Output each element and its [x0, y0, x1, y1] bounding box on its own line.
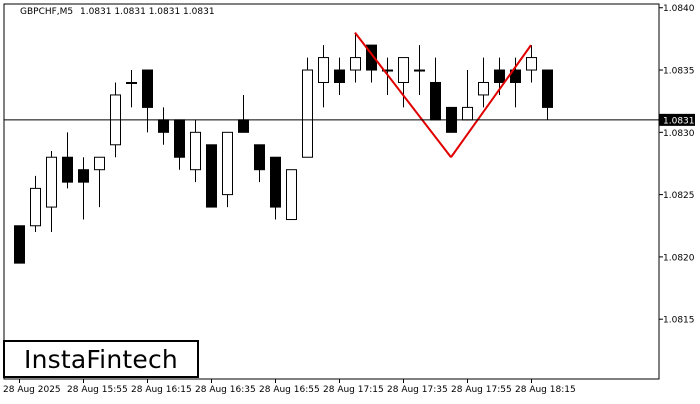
candle-body: [30, 187, 41, 227]
candle-body: [254, 144, 265, 171]
y-tick-label: 1.0830: [663, 129, 695, 139]
candle-body: [382, 69, 393, 72]
candle-body: [14, 225, 25, 264]
candle: [398, 57, 409, 108]
candle-body: [158, 119, 169, 133]
candle: [78, 157, 89, 220]
candle: [142, 69, 153, 133]
candle-body: [238, 119, 249, 133]
candle-body: [126, 81, 137, 84]
candle: [174, 119, 185, 170]
x-tick-label: 28 Aug 17:35: [387, 385, 448, 395]
candle: [14, 225, 25, 264]
candle: [542, 69, 553, 120]
x-tick-label: 28 Aug 16:55: [259, 385, 320, 395]
current-price-tag: 1.0831: [659, 113, 695, 126]
candle-body: [270, 156, 281, 208]
candle-body: [366, 44, 377, 71]
candle: [190, 119, 201, 183]
chart-ohlc: 1.0831 1.0831 1.0831 1.0831: [80, 7, 215, 17]
y-tick-label: 1.0835: [663, 67, 695, 77]
candle-body: [318, 57, 329, 83]
y-tick-label: 1.0815: [663, 316, 695, 326]
candle-body: [78, 169, 89, 183]
y-tick-label: 1.0840: [663, 4, 695, 14]
candle-body: [62, 156, 73, 183]
candle: [126, 70, 137, 108]
candle: [334, 57, 345, 95]
x-tick-label: 28 Aug 17:15: [323, 385, 384, 395]
candle: [254, 144, 265, 183]
chart-symbol: GBPCHF,M5: [20, 7, 73, 17]
svg-text:1.0831: 1.0831: [663, 116, 695, 126]
x-tick-label: 28 Aug 16:35: [195, 385, 256, 395]
candle: [286, 169, 297, 221]
candle: [430, 57, 441, 121]
candle: [414, 45, 425, 95]
candle: [222, 131, 233, 208]
candle-body: [174, 119, 185, 158]
x-tick-label: 28 Aug 16:15: [131, 385, 192, 395]
candle-body: [542, 69, 553, 108]
candle: [462, 70, 473, 121]
candle-body: [334, 69, 345, 83]
candle-body: [526, 57, 537, 71]
candle: [46, 151, 57, 232]
candle-body: [190, 131, 201, 171]
y-tick-label: 1.0820: [663, 253, 695, 263]
candle-body: [430, 81, 441, 121]
candle-body: [206, 144, 217, 208]
candle-body: [350, 57, 361, 71]
candle: [510, 57, 521, 108]
candle-body: [302, 69, 313, 158]
candle: [270, 156, 281, 220]
logo-text: InstaFintech: [24, 344, 178, 374]
x-tick-label: 28 Aug 2025: [3, 385, 61, 395]
candle: [30, 175, 41, 232]
candle: [206, 144, 217, 208]
candle-body: [510, 69, 521, 83]
candle: [302, 57, 313, 158]
candle: [238, 94, 249, 133]
candle-body: [462, 106, 473, 121]
candle: [318, 45, 329, 108]
candle: [94, 156, 105, 208]
candle: [366, 44, 377, 83]
candle: [526, 45, 537, 83]
plot-area: [3, 3, 660, 380]
candle-body: [478, 81, 489, 96]
candle: [158, 107, 169, 145]
candle-body: [286, 169, 297, 221]
pattern-line: [354, 32, 452, 158]
candle-body: [398, 57, 409, 83]
candle-body: [414, 69, 425, 72]
candle-body: [46, 156, 57, 208]
candle: [350, 32, 361, 83]
x-tick-label: 28 Aug 18:15: [515, 385, 576, 395]
candle: [478, 57, 489, 108]
x-tick-label: 28 Aug 17:55: [451, 385, 512, 395]
candle-body: [142, 69, 153, 108]
y-tick-label: 1.0825: [663, 191, 695, 201]
candle: [62, 132, 73, 189]
pattern-line: [450, 44, 532, 158]
candle-body: [222, 131, 233, 196]
logo: InstaFintech: [3, 340, 199, 378]
x-tick-label: 28 Aug 15:55: [67, 385, 128, 395]
candle-body: [94, 156, 105, 171]
candle-body: [494, 69, 505, 83]
